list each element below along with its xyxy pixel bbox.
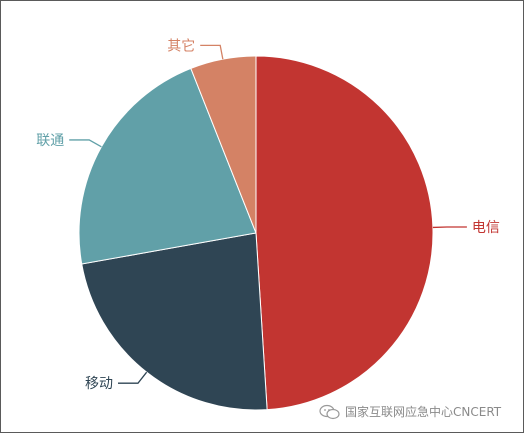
leader-line-slice-4 [200, 44, 224, 60]
wechat-icon [319, 404, 340, 419]
pie-slice-4 [190, 55, 257, 234]
slice-label-slice-3: 联通 [36, 133, 64, 149]
leader-line-slice-3 [69, 139, 102, 148]
watermark-text: 国家互联网应急中心CNCERT [345, 405, 502, 419]
leader-line-slice-2 [117, 371, 148, 384]
watermark: 国家互联网应急中心CNCERT [319, 403, 501, 420]
slice-label-slice-2: 移动 [85, 376, 113, 392]
slice-label-slice-4: 其它 [167, 37, 195, 54]
pie-slice-3 [78, 67, 257, 265]
slice-label-slice-1: 电信 [472, 220, 500, 236]
pie-slice-1 [255, 55, 434, 411]
